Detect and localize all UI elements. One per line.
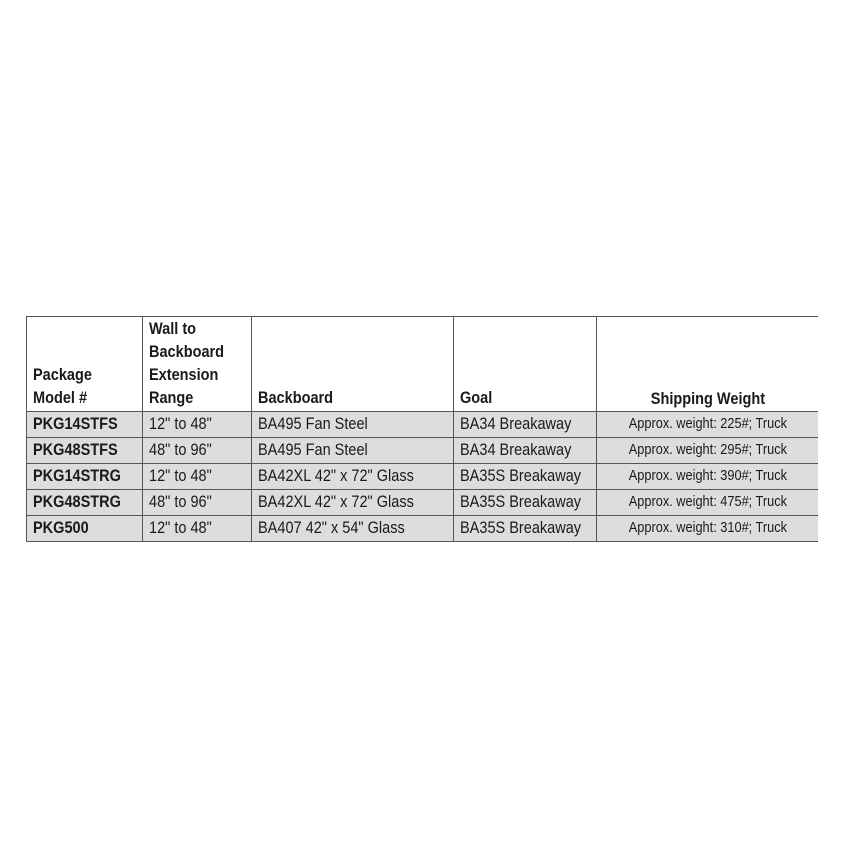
cell-text: BA42XL 42" x 72" Glass bbox=[258, 467, 414, 485]
cell-range: 48" to 96" bbox=[142, 489, 252, 516]
column-header-label: Shipping Weight bbox=[651, 388, 765, 411]
table-body: PKG14STFS 12" to 48" BA495 Fan Steel BA34 B… bbox=[26, 411, 818, 542]
column-header-ship: Shipping Weight bbox=[596, 316, 818, 412]
cell-text: PKG14STRG bbox=[33, 467, 121, 485]
cell-text: BA35S Breakaway bbox=[460, 467, 582, 485]
cell-range: 48" to 96" bbox=[142, 437, 252, 464]
cell-text: BA407 42" x 54" Glass bbox=[258, 519, 405, 537]
header-line: Backboard bbox=[149, 343, 225, 361]
cell-goal: BA34 Breakaway bbox=[453, 437, 597, 464]
cell-text: PKG500 bbox=[33, 519, 89, 537]
cell-text: BA495 Fan Steel bbox=[258, 415, 368, 433]
cell-ship: Approx. weight: 310#; Truck bbox=[596, 515, 818, 542]
table-row: PKG48STFS 48" to 96" BA495 Fan Steel BA34 B… bbox=[26, 437, 818, 464]
cell-goal: BA35S Breakaway bbox=[453, 489, 597, 516]
cell-text: 12" to 48" bbox=[149, 467, 212, 485]
header-line: Package bbox=[33, 366, 92, 384]
cell-model: PKG48STRG bbox=[26, 489, 143, 516]
cell-text: Approx. weight: 475#; Truck bbox=[628, 494, 788, 510]
cell-text: PKG48STRG bbox=[33, 493, 121, 511]
header-line: Range bbox=[149, 389, 194, 407]
cell-model: PKG500 bbox=[26, 515, 143, 542]
header-line: Goal bbox=[460, 389, 493, 407]
cell-text: 12" to 48" bbox=[149, 415, 212, 433]
cell-range: 12" to 48" bbox=[142, 515, 252, 542]
header-line: Model # bbox=[33, 389, 88, 407]
table-row: PKG14STFS 12" to 48" BA495 Fan Steel BA34 B… bbox=[26, 411, 818, 438]
cell-backboard: BA42XL 42" x 72" Glass bbox=[251, 489, 454, 516]
cell-backboard: BA42XL 42" x 72" Glass bbox=[251, 463, 454, 490]
cell-text: 48" to 96" bbox=[149, 441, 212, 459]
cell-ship: Approx. weight: 475#; Truck bbox=[596, 489, 818, 516]
cell-text: Approx. weight: 295#; Truck bbox=[628, 442, 788, 458]
cell-text: Approx. weight: 310#; Truck bbox=[628, 520, 788, 536]
header-line: Backboard bbox=[258, 389, 334, 407]
cell-ship: Approx. weight: 295#; Truck bbox=[596, 437, 818, 464]
header-line: Extension bbox=[149, 366, 219, 384]
cell-text: PKG48STFS bbox=[33, 441, 118, 459]
column-header-backboard: Backboard bbox=[251, 316, 454, 412]
header-row: Package Model # Wall to Backboard Extension R… bbox=[26, 316, 818, 412]
cell-text: PKG14STFS bbox=[33, 415, 118, 433]
cell-text: BA34 Breakaway bbox=[460, 441, 572, 459]
column-header-model: Package Model # bbox=[26, 316, 143, 412]
table-row: PKG500 12" to 48" BA407 42" x 54" Glass BA3… bbox=[26, 515, 818, 542]
cell-ship: Approx. weight: 390#; Truck bbox=[596, 463, 818, 490]
cell-text: BA35S Breakaway bbox=[460, 519, 582, 537]
cell-text: BA34 Breakaway bbox=[460, 415, 572, 433]
column-header-goal: Goal bbox=[453, 316, 597, 412]
cell-text: Approx. weight: 225#; Truck bbox=[628, 416, 788, 432]
cell-backboard: BA495 Fan Steel bbox=[251, 411, 454, 438]
cell-text: BA42XL 42" x 72" Glass bbox=[258, 493, 414, 511]
cell-range: 12" to 48" bbox=[142, 411, 252, 438]
cell-range: 12" to 48" bbox=[142, 463, 252, 490]
column-header-range: Wall to Backboard Extension Range bbox=[142, 316, 252, 412]
cell-ship: Approx. weight: 225#; Truck bbox=[596, 411, 818, 438]
cell-backboard: BA407 42" x 54" Glass bbox=[251, 515, 454, 542]
column-header-label: Package Model # bbox=[33, 364, 92, 410]
header-line: Shipping Weight bbox=[650, 390, 766, 408]
cell-text: Approx. weight: 390#; Truck bbox=[628, 468, 788, 484]
cell-text: BA495 Fan Steel bbox=[258, 441, 368, 459]
cell-goal: BA35S Breakaway bbox=[453, 463, 597, 490]
cell-goal: BA34 Breakaway bbox=[453, 411, 597, 438]
column-header-label: Goal bbox=[460, 387, 492, 410]
cell-model: PKG48STFS bbox=[26, 437, 143, 464]
cell-text: BA35S Breakaway bbox=[460, 493, 582, 511]
cell-model: PKG14STFS bbox=[26, 411, 143, 438]
cell-backboard: BA495 Fan Steel bbox=[251, 437, 454, 464]
cell-goal: BA35S Breakaway bbox=[453, 515, 597, 542]
cell-text: 12" to 48" bbox=[149, 519, 212, 537]
package-table: Package Model # Wall to Backboard Extension R… bbox=[26, 316, 818, 542]
table-row: PKG48STRG 48" to 96" BA42XL 42" x 72" Glas… bbox=[26, 489, 818, 516]
cell-text: 48" to 96" bbox=[149, 493, 212, 511]
header-line: Wall to bbox=[149, 320, 197, 338]
cell-model: PKG14STRG bbox=[26, 463, 143, 490]
table-row: PKG14STRG 12" to 48" BA42XL 42" x 72" Glas… bbox=[26, 463, 818, 490]
column-header-label: Backboard bbox=[258, 387, 333, 410]
package-table-container: Package Model # Wall to Backboard Extension R… bbox=[26, 316, 818, 543]
column-header-label: Wall to Backboard Extension Range bbox=[149, 318, 224, 410]
